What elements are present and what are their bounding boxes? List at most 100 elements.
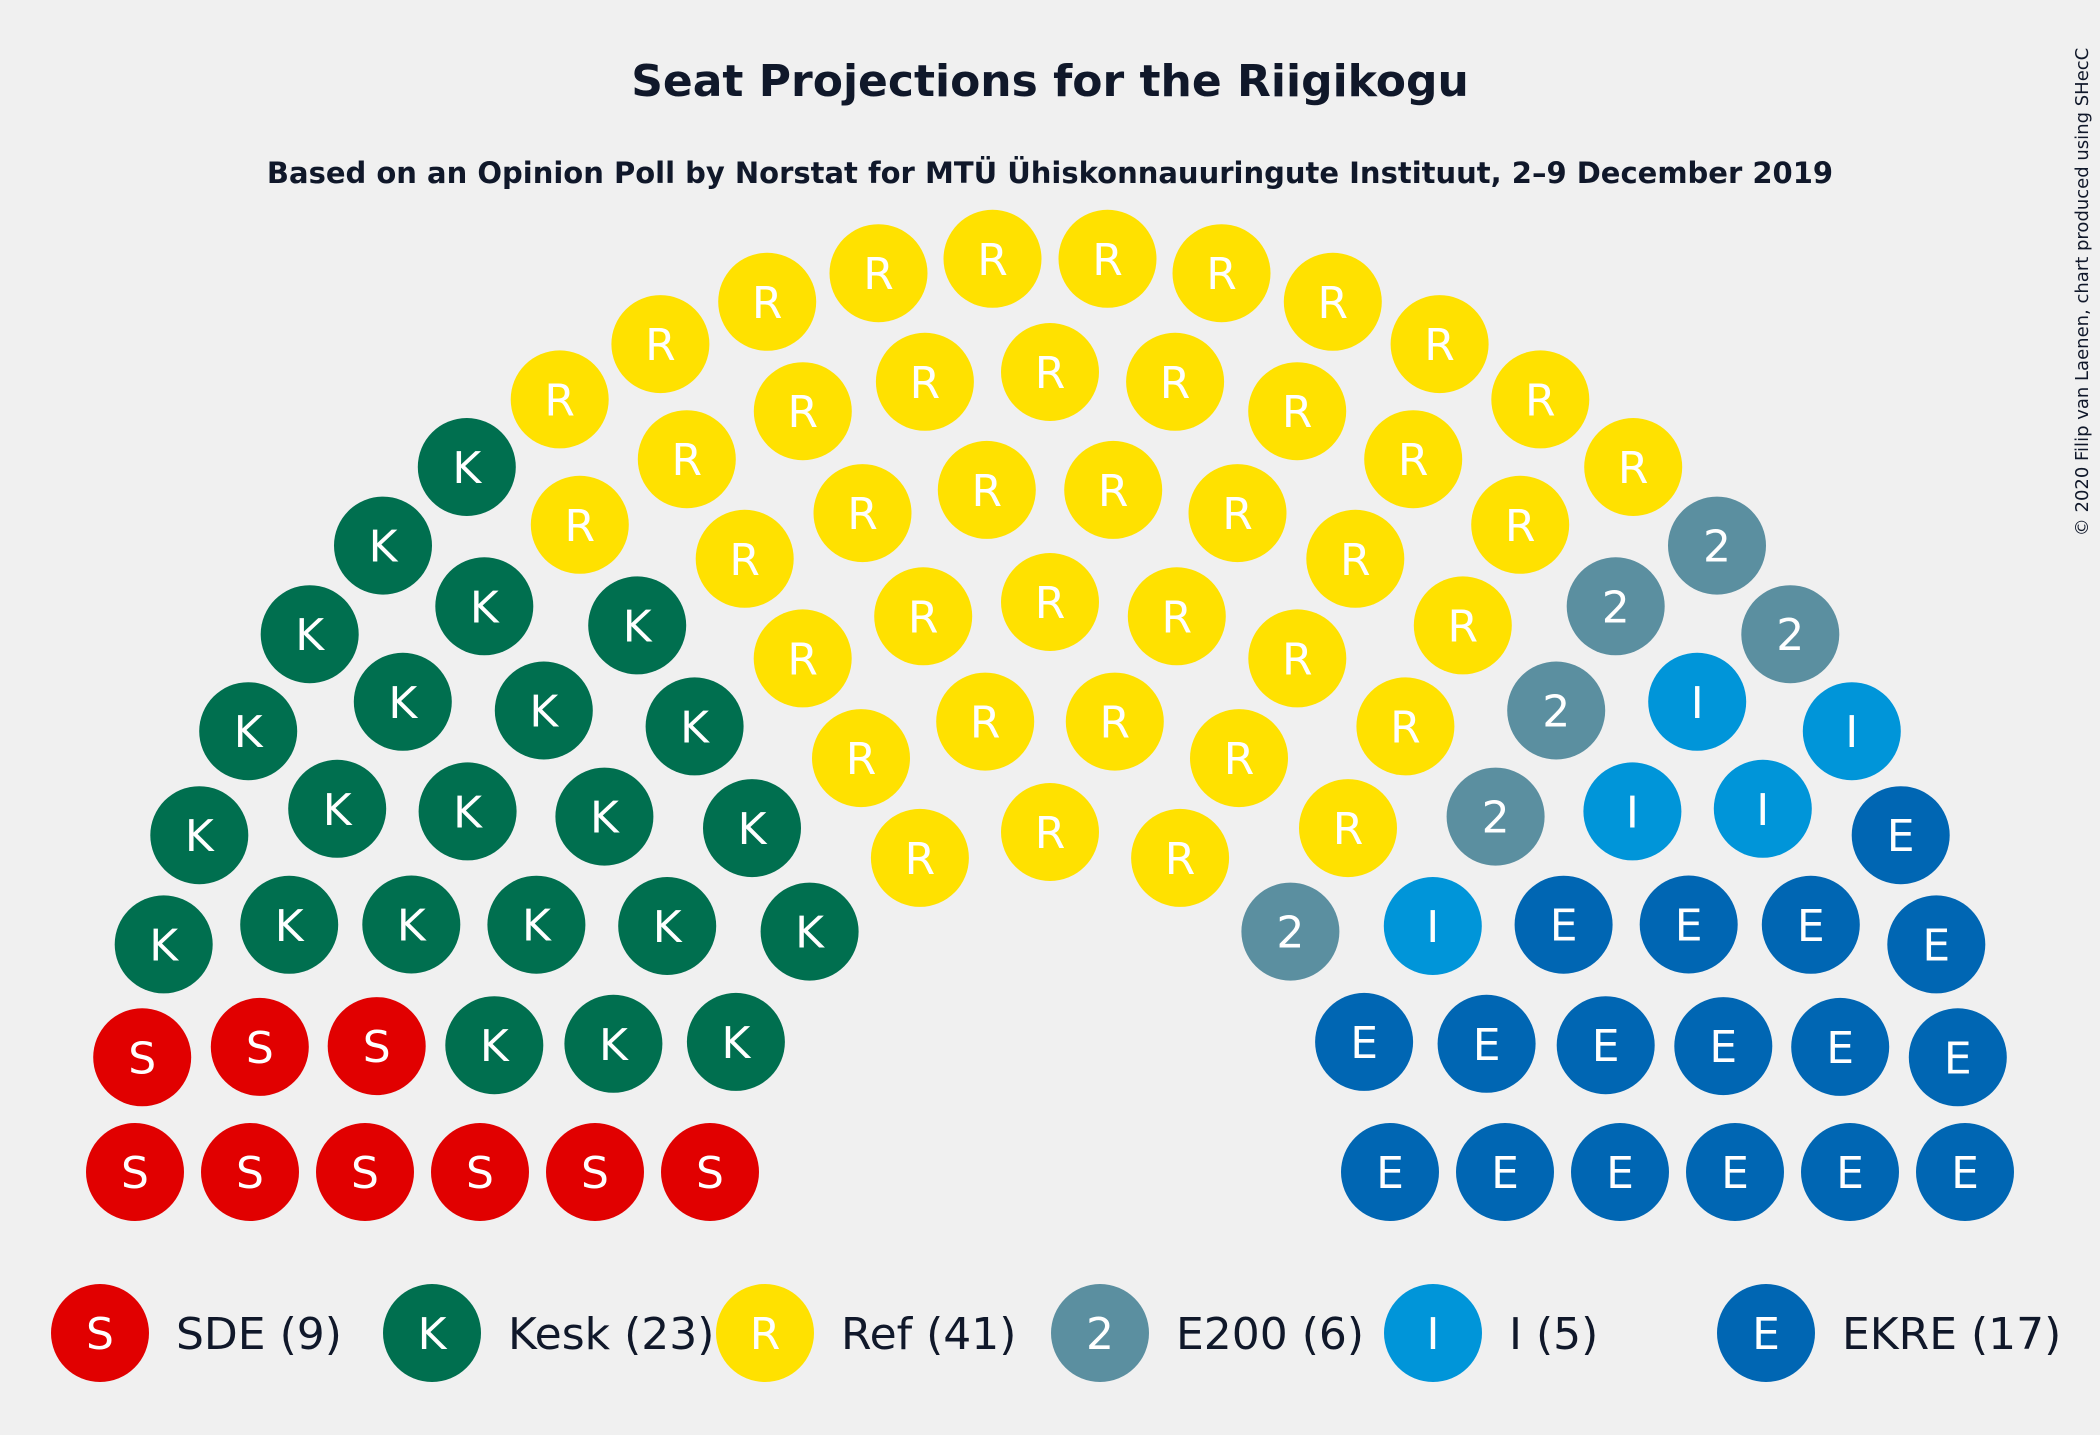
seat-dot: [1341, 1123, 1439, 1221]
seat-dot: [1306, 509, 1405, 608]
seat-symbol: R: [1398, 435, 1429, 486]
seat-dot: [1571, 1123, 1669, 1221]
seat-ref: R: [1413, 576, 1512, 675]
seat-i: I: [1802, 682, 1901, 781]
seat-dot: [1248, 609, 1347, 708]
seat-symbol: S: [696, 1148, 724, 1199]
seat-kesk: K: [618, 877, 717, 975]
seat-dot: [829, 224, 928, 323]
seat-dot: [1131, 808, 1230, 907]
seat-symbol: K: [397, 901, 427, 952]
seat-symbol: K: [369, 522, 399, 573]
seat-symbol: 2: [1482, 793, 1510, 844]
seat-ref: R: [1390, 295, 1489, 394]
seat-ekre: E: [1456, 1123, 1554, 1221]
seat-symbol: R: [972, 466, 1003, 517]
seat-dot: [510, 350, 609, 449]
seat-symbol: 2: [1602, 582, 1630, 633]
seat-dot: [1364, 410, 1463, 509]
seat-dot: [240, 875, 339, 974]
seat-dot: [637, 410, 736, 509]
legend-symbol: 2: [1086, 1309, 1114, 1360]
seat-symbol: R: [1092, 235, 1123, 286]
seat-symbol: R: [1448, 601, 1479, 652]
seat-dot: [201, 1123, 299, 1221]
copyright-note: © 2020 Filip van Laenen, chart produced …: [2072, 48, 2093, 536]
seat-ref: R: [1248, 362, 1347, 461]
seat-symbol: R: [1165, 834, 1196, 885]
seat-sde: S: [431, 1123, 529, 1221]
seat-symbol: K: [323, 785, 353, 836]
seat-symbol: E: [1592, 1021, 1620, 1072]
seat-ekre: E: [1916, 1123, 2014, 1221]
seat-sde: S: [93, 1008, 192, 1107]
seat-ref: R: [753, 362, 852, 461]
seat-ref: R: [1364, 410, 1463, 509]
seat-symbol: R: [1100, 698, 1131, 749]
seat-symbol: R: [1282, 387, 1313, 438]
seat-symbol: K: [653, 902, 683, 953]
seat-symbol: R: [977, 235, 1008, 286]
seat-symbol: R: [788, 387, 819, 438]
seat-symbol: R: [1035, 808, 1066, 859]
seat-sde: S: [86, 1123, 184, 1221]
seat-dot: [494, 661, 593, 760]
seat-ref: R: [1065, 672, 1164, 771]
seat-symbol: I: [1845, 707, 1858, 758]
seat-dot: [1390, 295, 1489, 394]
seat-symbol: R: [1318, 278, 1349, 329]
seat-dot: [1802, 682, 1901, 781]
chart-subtitle: Based on an Opinion Poll by Norstat for …: [267, 156, 1833, 190]
seat-symbol: E: [1826, 1023, 1854, 1074]
seat-ref: R: [1306, 509, 1405, 608]
seat-kesk: K: [334, 496, 432, 595]
seat-e200: 2: [1566, 557, 1665, 656]
seat-ref: R: [1283, 252, 1382, 351]
seat-dot: [530, 475, 629, 574]
seat-dot: [1315, 992, 1414, 1091]
seat-kesk: K: [435, 557, 534, 656]
seat-symbol: K: [623, 601, 653, 652]
seat-dot: [1065, 672, 1164, 771]
seat-sde: S: [316, 1123, 414, 1221]
seat-kesk: K: [555, 767, 654, 866]
seat-ekre: E: [1674, 997, 1773, 1096]
seat-ekre: E: [1686, 1123, 1784, 1221]
seat-sde: S: [661, 1123, 759, 1221]
seat-symbol: I: [1756, 785, 1769, 836]
seat-symbol: K: [295, 610, 325, 661]
seat-symbol: R: [1222, 489, 1253, 540]
seat-dot: [487, 875, 586, 974]
seat-dot: [695, 509, 794, 608]
seat-ekre: E: [1437, 994, 1536, 1093]
seat-symbol: K: [680, 702, 710, 753]
seat-dot: [943, 209, 1042, 308]
seat-ref: R: [530, 475, 629, 574]
seat-dot: [1127, 567, 1226, 666]
seat-ekre: E: [1801, 1123, 1899, 1221]
seat-e200: 2: [1741, 585, 1840, 684]
seat-ref: R: [1248, 609, 1347, 708]
seat-dot: [1383, 877, 1482, 975]
seat-dot: [555, 767, 654, 866]
legend-symbol: K: [418, 1309, 448, 1360]
seat-dot: [114, 895, 213, 994]
seat-dot: [1713, 759, 1812, 858]
legend-item-e200: 2 E200 (6): [1051, 1284, 1364, 1382]
seat-ref: R: [1064, 440, 1163, 539]
seat-symbol: S: [246, 1023, 274, 1074]
seat-dot: [1190, 709, 1288, 808]
legend-label: Ref (41): [841, 1309, 1016, 1360]
seat-symbol: R: [787, 634, 818, 685]
seat-dot: [431, 1123, 529, 1221]
seat-ref: R: [1001, 553, 1099, 651]
legend-swatch: [1051, 1284, 1149, 1382]
seat-dot: [1674, 997, 1773, 1096]
seat-symbol: R: [863, 249, 894, 300]
legend-label: I (5): [1509, 1309, 1598, 1360]
seat-symbol: R: [905, 834, 936, 885]
seat-ref: R: [637, 410, 736, 509]
